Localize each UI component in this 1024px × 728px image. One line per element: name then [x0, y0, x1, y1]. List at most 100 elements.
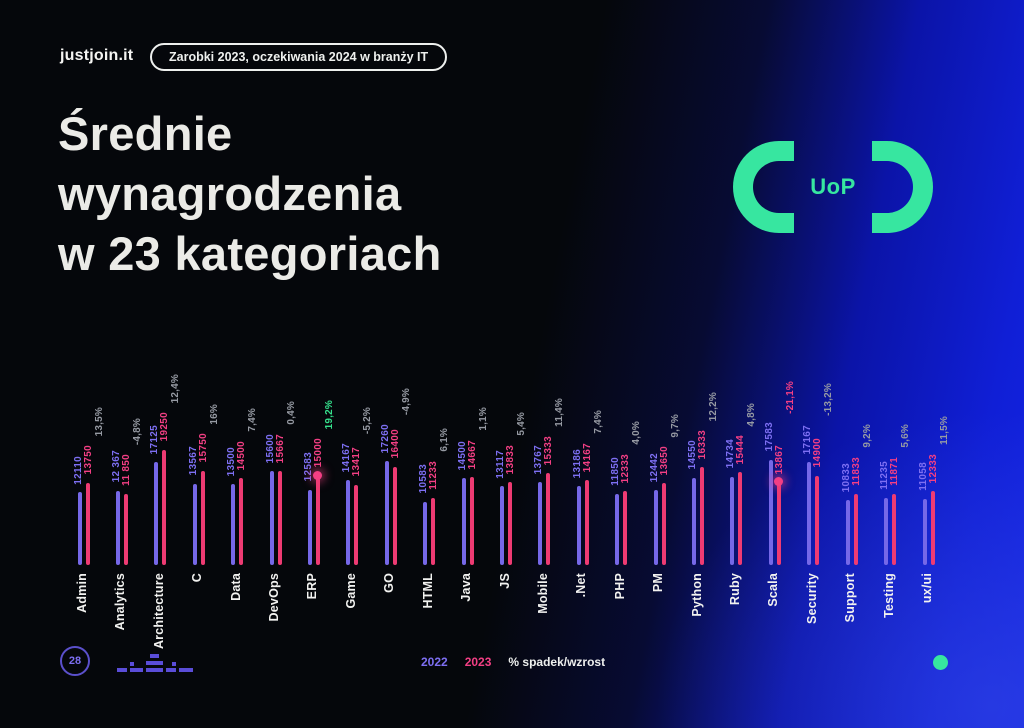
- percent-label: 12,2%: [708, 391, 720, 422]
- category-label-Mobile: Mobile: [535, 573, 550, 614]
- bar-2023-Mobile: [546, 473, 551, 565]
- bar-2022-Security: [807, 462, 812, 565]
- bar-2022-Admin: [77, 492, 82, 565]
- category-label-Admin: Admin: [75, 573, 89, 613]
- category-label-JS: JS: [497, 573, 512, 589]
- category-label-Security: Security: [804, 573, 819, 624]
- title-line-1: Średnie: [58, 107, 233, 160]
- value-label-2023: 13650: [658, 445, 670, 476]
- bar-2022-C: [192, 483, 197, 565]
- trend-marker-dot: [774, 477, 784, 487]
- value-label-2023: 11871: [889, 457, 901, 486]
- bracket-left-icon: [733, 141, 794, 233]
- category-label-ERP: ERP: [305, 573, 320, 600]
- value-label-2023: 11 850: [120, 454, 132, 486]
- category-label-HTML: HTML: [420, 573, 435, 609]
- bar-2022-ux/ui: [922, 498, 927, 565]
- trend-marker-dot: [313, 470, 323, 480]
- legend-2022: 2022: [421, 655, 448, 669]
- bar-2023-Scala: [776, 481, 781, 565]
- percent-label: 4,0%: [631, 421, 643, 446]
- bar-2023-Support: [853, 494, 858, 565]
- value-label-2023: 12333: [927, 453, 939, 484]
- value-label-2023: 15750: [197, 433, 209, 463]
- bar-2022-Data: [231, 484, 236, 565]
- value-label-2023: 13750: [82, 445, 94, 475]
- bar-2023-Ruby: [738, 472, 743, 565]
- category-label-Analytics: Analytics: [113, 573, 128, 631]
- percent-label: 11,4%: [554, 398, 566, 428]
- bar-2023-HTML: [431, 497, 436, 565]
- bar-2023-Security: [815, 475, 820, 565]
- bar-2023-PM: [661, 483, 666, 565]
- value-label-2023: 14167: [581, 442, 593, 472]
- value-label-2023: 15444: [735, 435, 747, 465]
- chart-legend: 2022 2023 % spadek/wzrost: [421, 655, 605, 669]
- page-number: 28: [60, 646, 90, 676]
- green-dot-decoration: [933, 655, 948, 670]
- value-label-2023: 19250: [159, 412, 171, 442]
- bar-2023-DevOps: [277, 471, 282, 565]
- bar-2022-Java: [461, 478, 466, 565]
- category-label-Support: Support: [843, 573, 858, 623]
- bar-2022-.Net: [576, 485, 581, 565]
- value-label-2023: 13417: [351, 447, 363, 477]
- percent-label: 13,5%: [93, 407, 105, 437]
- justjoin-mark-icon: [117, 654, 193, 672]
- bar-2022-PHP: [615, 493, 620, 565]
- category-label-Ruby: Ruby: [727, 573, 742, 606]
- percent-label: 5,4%: [516, 412, 527, 437]
- page-title: Średnie wynagrodzenia w 23 kategoriach: [58, 104, 442, 284]
- percent-label: 12,4%: [170, 374, 182, 404]
- bar-2022-Support: [845, 500, 850, 565]
- bar-2023-Analytics: [123, 493, 128, 565]
- percent-label: 7,4%: [592, 410, 604, 434]
- bar-2023-ERP: [315, 475, 320, 565]
- category-label-PHP: PHP: [612, 573, 627, 600]
- bar-2023-Data: [239, 478, 244, 565]
- title-line-2: wynagrodzenia: [58, 167, 402, 220]
- bar-2023-GO: [392, 466, 397, 565]
- bar-2022-HTML: [423, 501, 428, 565]
- bar-2023-ux/ui: [930, 491, 935, 565]
- value-label-2023: 14900: [812, 438, 824, 468]
- category-label-Java: Java: [459, 573, 474, 602]
- percent-label: 5,6%: [900, 424, 912, 448]
- value-label-2023: 13833: [505, 444, 516, 475]
- category-label-Data: Data: [228, 573, 243, 601]
- percent-label: 19,2%: [323, 399, 335, 429]
- bar-2023-Admin: [85, 482, 90, 565]
- bar-2023-PHP: [623, 491, 628, 565]
- uop-logo: UoP: [733, 141, 933, 233]
- bar-2022-Analytics: [115, 490, 120, 565]
- category-label-GO: GO: [382, 573, 397, 593]
- value-label-2023: 14500: [236, 440, 248, 470]
- salary-bar-chart: 12110 13750 13,5% Admin 12 367 11 850 -4,8% Ana…: [40, 265, 970, 649]
- percent-label: -5,2%: [362, 406, 374, 434]
- bar-2023-C: [200, 470, 205, 565]
- category-label-ux/ui: ux/ui: [920, 573, 935, 604]
- bracket-right-icon: [872, 141, 933, 233]
- percent-label: -21,1%: [784, 380, 796, 414]
- subtitle-badge: Zarobki 2023, oczekiwania 2024 w branży …: [150, 43, 448, 71]
- percent-label: 1,1%: [477, 407, 489, 431]
- category-label-Python: Python: [689, 573, 704, 617]
- percent-label: 0,4%: [285, 401, 297, 425]
- value-label-2023: 13867: [773, 444, 785, 474]
- bar-2022-ERP: [307, 489, 312, 565]
- value-label-2023: 11833: [850, 457, 862, 487]
- percent-label: -13,2%: [823, 383, 835, 416]
- percent-label: 11,5%: [938, 416, 950, 446]
- percent-label: -4,8%: [131, 417, 143, 445]
- percent-label: 16%: [208, 403, 220, 425]
- percent-label: -4,9%: [400, 388, 412, 416]
- value-label-2023: 15333: [543, 435, 555, 466]
- uop-label: UoP: [810, 174, 856, 199]
- bar-2022-Architecture: [154, 462, 159, 565]
- value-label-2023: 15667: [274, 433, 286, 463]
- bar-2022-Testing: [884, 497, 889, 565]
- value-label-2023: 14667: [466, 439, 478, 469]
- bar-2023-Architecture: [162, 449, 167, 565]
- legend-change: % spadek/wzrost: [508, 655, 606, 669]
- bar-2022-Ruby: [730, 476, 735, 565]
